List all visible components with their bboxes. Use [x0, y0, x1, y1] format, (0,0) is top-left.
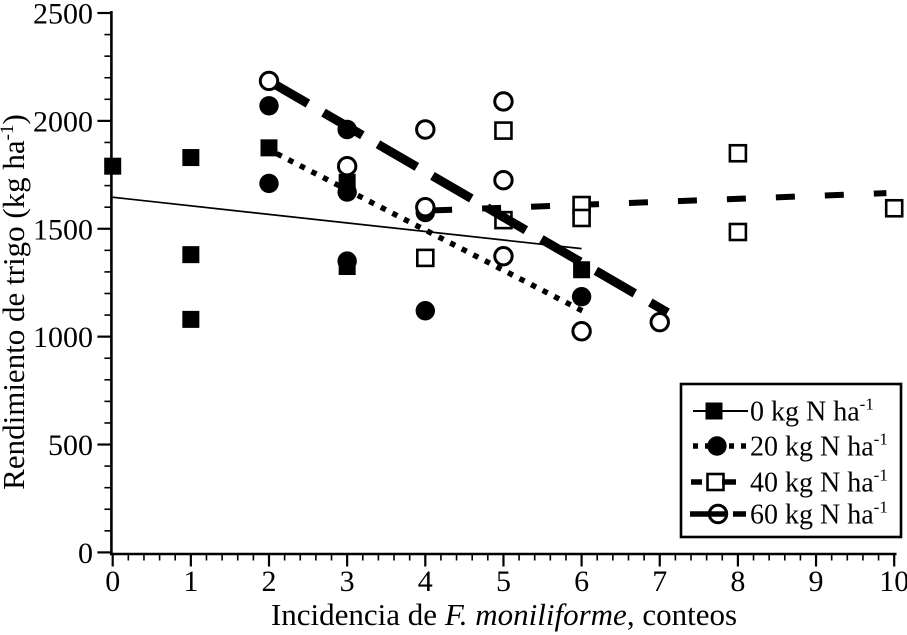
marker-filled-circle — [337, 251, 357, 271]
marker-filled-circle — [337, 182, 357, 202]
marker-open-circle — [493, 170, 514, 191]
y-tick-label: 0 — [78, 537, 93, 570]
legend-item-label: 40 kg N ha-1 — [750, 466, 888, 499]
marker-open-square — [494, 121, 513, 140]
x-tick-label: 9 — [809, 565, 824, 598]
series-0 — [104, 139, 591, 328]
marker-open-square — [415, 248, 435, 268]
marker-filled-square — [104, 157, 122, 175]
marker-open-square — [884, 198, 904, 218]
series-3 — [258, 70, 670, 342]
marker-filled-circle — [707, 436, 727, 456]
legend-item-2: 40 kg N ha-1 — [691, 466, 888, 499]
x-tick-label: 10 — [879, 565, 907, 598]
marker-open-circle — [493, 245, 514, 267]
x-tick-label: 6 — [574, 565, 589, 598]
legend-item-label: 60 kg N ha-1 — [750, 498, 888, 531]
x-tick-label: 5 — [496, 565, 511, 598]
marker-filled-circle — [415, 301, 435, 321]
marker-open-circle — [493, 91, 514, 112]
marker-filled-square — [573, 261, 591, 279]
legend-item-3: 60 kg N ha-1 — [690, 498, 888, 531]
y-tick-label: 1000 — [33, 321, 93, 354]
x-tick-label: 2 — [262, 565, 277, 598]
marker-filled-circle — [259, 173, 279, 194]
marker-filled-square — [182, 149, 200, 167]
marker-open-circle — [336, 155, 358, 177]
marker-open-circle — [258, 70, 280, 92]
legend: 0 kg N ha-120 kg N ha-140 kg N ha-160 kg… — [679, 382, 903, 539]
marker-open-circle — [707, 503, 729, 525]
marker-open-square — [728, 222, 748, 242]
legend-item-label: 20 kg N ha-1 — [750, 430, 888, 463]
legend-item-0: 0 kg N ha-1 — [693, 395, 874, 428]
series-2 — [415, 121, 904, 268]
x-tick-label: 3 — [340, 565, 355, 598]
y-tick-label: 2000 — [33, 105, 93, 138]
y-tick-label: 500 — [48, 429, 93, 462]
marker-filled-square — [260, 139, 278, 157]
x-axis-title: Incidencia de F. moniliforme, conteos — [271, 597, 737, 632]
x-tick-label: 4 — [418, 565, 433, 598]
marker-filled-square — [182, 310, 200, 328]
marker-open-circle — [415, 119, 436, 140]
y-tick-label: 2500 — [33, 0, 93, 31]
x-tick-label: 8 — [730, 565, 745, 598]
x-tick-label: 1 — [183, 565, 198, 598]
marker-open-square — [572, 208, 591, 228]
legend-item-1: 20 kg N ha-1 — [693, 430, 888, 463]
marker-filled-circle — [259, 96, 279, 116]
x-tick-label: 7 — [652, 565, 667, 598]
x-tick-label: 0 — [105, 565, 120, 598]
marker-open-square — [706, 472, 725, 492]
marker-filled-square — [182, 246, 200, 264]
trend-line-0 — [112, 196, 582, 250]
y-tick-label: 1500 — [33, 213, 93, 246]
trend-line-3 — [266, 77, 670, 317]
legend-item-label: 0 kg N ha-1 — [750, 395, 874, 428]
marker-filled-square — [705, 402, 723, 420]
marker-open-circle — [571, 321, 592, 342]
trend-line-1 — [275, 151, 587, 315]
marker-open-circle — [415, 196, 436, 218]
marker-open-square — [728, 143, 748, 163]
trend-line-2 — [433, 190, 887, 214]
y-axis-title: Rendimiento de trigo (kg ha-1) — [0, 114, 31, 490]
marker-open-circle — [649, 311, 670, 333]
marker-filled-circle — [571, 287, 592, 307]
